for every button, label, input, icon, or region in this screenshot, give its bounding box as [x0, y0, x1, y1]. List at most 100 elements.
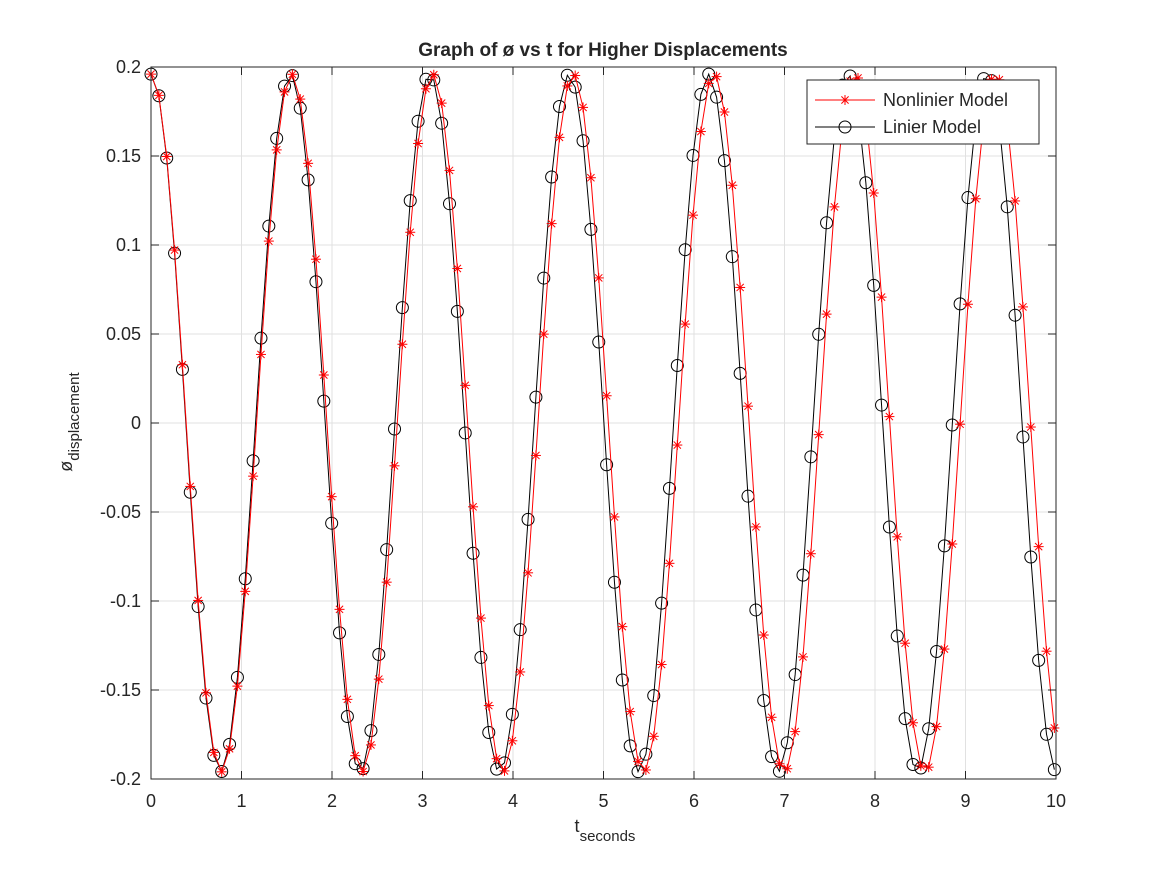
data-point-asterisk: [821, 309, 832, 320]
data-point-asterisk: [790, 726, 801, 737]
y-tick-label: 0.1: [116, 235, 141, 255]
data-point-asterisk: [279, 86, 290, 97]
data-point-circle: [215, 765, 229, 779]
data-point-asterisk: [240, 586, 251, 597]
x-tick-label: 6: [689, 791, 699, 811]
data-point-asterisk: [303, 158, 314, 169]
data-point-asterisk: [648, 731, 659, 742]
data-point-asterisk: [585, 172, 596, 183]
data-point-circle: [592, 335, 606, 349]
x-axis-label: tseconds: [575, 816, 636, 845]
data-point-circle: [623, 739, 637, 753]
data-point-asterisk: [1049, 722, 1060, 733]
data-point-asterisk: [570, 70, 581, 81]
data-point-asterisk: [515, 666, 526, 677]
data-point-circle: [309, 275, 323, 289]
data-point-asterisk: [805, 548, 816, 559]
data-point-asterisk: [373, 674, 384, 685]
data-point-circle: [552, 99, 566, 113]
data-point-circle: [411, 114, 425, 128]
data-point-circle: [317, 394, 331, 408]
legend-entry-nonlinear: Nonlinier Model: [815, 90, 1008, 110]
data-point-asterisk: [798, 651, 808, 662]
data-point-asterisk: [884, 411, 895, 422]
series-line: [150, 72, 1055, 774]
data-point-circle: [710, 90, 724, 104]
data-point-asterisk: [350, 750, 361, 761]
y-tick-label: 0.15: [106, 146, 141, 166]
data-point-asterisk: [750, 521, 761, 532]
data-point-circle: [945, 418, 959, 432]
data-point-asterisk: [970, 193, 981, 204]
data-point-asterisk: [719, 107, 730, 117]
data-point-circle: [765, 750, 779, 764]
series-layer: [144, 67, 1061, 779]
data-point-circle: [875, 398, 889, 412]
data-point-asterisk: [365, 739, 376, 750]
data-point-asterisk: [955, 419, 966, 430]
data-point-asterisk: [523, 567, 534, 578]
data-point-asterisk: [554, 132, 565, 143]
x-tick-label: 4: [508, 791, 518, 811]
y-ticks: -0.2 -0.15 -0.1 -0.05 0 0.05 0.1 0.15 0.2: [100, 57, 1056, 789]
x-tick-label: 1: [236, 791, 246, 811]
data-point-asterisk: [782, 763, 793, 774]
data-point-asterisk: [334, 604, 345, 615]
data-point-asterisk: [224, 743, 235, 754]
data-point-circle: [403, 194, 417, 208]
legend-marker-asterisk: [840, 95, 850, 105]
data-point-asterisk: [468, 501, 479, 512]
data-point-asterisk: [774, 758, 785, 769]
data-point-asterisk: [153, 90, 164, 101]
data-point-circle: [725, 250, 739, 264]
data-point-asterisk: [232, 681, 243, 692]
series-line: [150, 72, 1055, 774]
data-point-asterisk: [546, 218, 557, 229]
data-point-asterisk: [601, 390, 612, 401]
data-point-asterisk: [672, 440, 683, 451]
data-point-asterisk: [326, 491, 337, 502]
data-point-circle: [301, 173, 315, 187]
data-point-asterisk: [625, 706, 636, 717]
data-point-asterisk: [593, 272, 604, 283]
data-point-circle: [521, 512, 535, 526]
data-point-asterisk: [200, 687, 211, 698]
y-tick-label: 0.05: [106, 324, 141, 344]
data-point-asterisk: [389, 460, 400, 471]
data-point-circle: [859, 176, 873, 190]
data-point-asterisk: [216, 766, 227, 777]
data-point-asterisk: [475, 613, 486, 624]
data-point-asterisk: [656, 659, 667, 670]
data-point-asterisk: [876, 292, 887, 303]
data-point-circle: [482, 725, 496, 739]
data-point-asterisk: [703, 78, 714, 89]
data-point-asterisk: [743, 401, 754, 412]
data-point-asterisk: [161, 151, 172, 162]
data-point-asterisk: [248, 471, 259, 482]
data-point-circle: [458, 426, 472, 440]
data-point-asterisk: [193, 595, 204, 606]
data-point-circle: [1032, 653, 1046, 667]
data-point-circle: [1008, 308, 1022, 322]
data-point-asterisk: [813, 429, 824, 440]
data-point-circle: [898, 712, 912, 726]
data-point-circle: [435, 116, 449, 130]
data-point-asterisk: [491, 753, 502, 764]
data-point-asterisk: [562, 80, 573, 91]
data-point-asterisk: [185, 481, 196, 492]
data-point-asterisk: [633, 756, 644, 767]
x-tick-label: 7: [779, 791, 789, 811]
data-point-circle: [254, 331, 268, 345]
data-point-circle: [505, 707, 519, 721]
data-point-circle: [537, 271, 551, 285]
data-point-circle: [607, 575, 621, 589]
data-point-circle: [717, 154, 731, 168]
data-point-asterisk: [295, 94, 306, 105]
legend: Nonlinier Model Linier Model: [806, 79, 1040, 145]
data-point-asterisk: [915, 760, 926, 771]
x-tick-label: 5: [598, 791, 608, 811]
data-point-asterisk: [578, 102, 589, 113]
data-point-asterisk: [868, 188, 879, 198]
data-point-asterisk: [735, 282, 746, 293]
data-point-asterisk: [1041, 646, 1052, 657]
